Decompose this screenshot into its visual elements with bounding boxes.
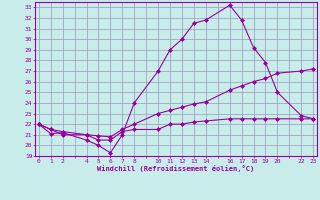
X-axis label: Windchill (Refroidissement éolien,°C): Windchill (Refroidissement éolien,°C) [97, 165, 255, 172]
